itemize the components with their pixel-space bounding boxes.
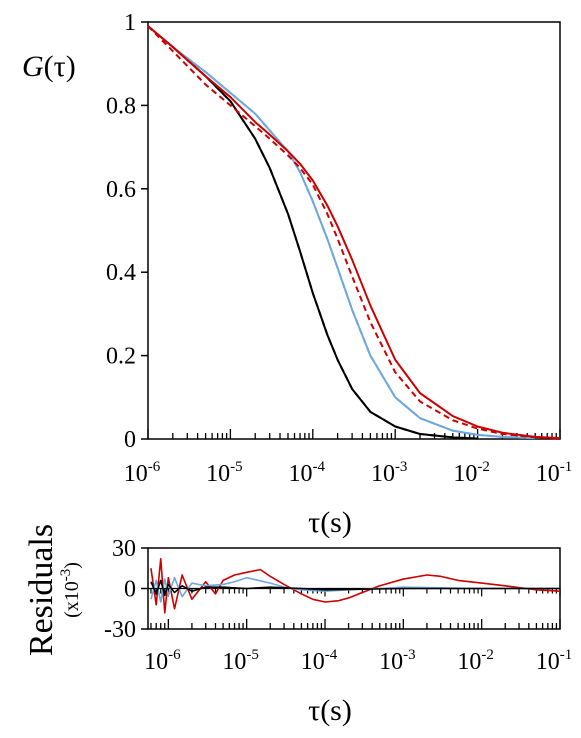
x-tick-label: 10-6 xyxy=(124,459,161,487)
x-tick-label: 10-2 xyxy=(457,647,494,675)
y-tick-label: 0.6 xyxy=(106,177,136,203)
x-tick-base: 10 xyxy=(206,461,230,487)
main-x-axis-title: τ(s) xyxy=(308,506,352,539)
series-line-3 xyxy=(147,25,536,440)
y-tick-label: 0.8 xyxy=(106,93,136,119)
x-tick-label: 10-4 xyxy=(301,647,338,675)
y-tick-label: 1 xyxy=(124,10,136,36)
x-tick-base: 10 xyxy=(453,461,477,487)
residuals-unit-base: (x10 xyxy=(61,581,83,618)
series-line-2 xyxy=(150,579,560,597)
x-tick-exp: -2 xyxy=(481,647,494,663)
x-tick-base: 10 xyxy=(222,649,246,675)
x-tick-label: 10-3 xyxy=(371,459,408,487)
residuals-unit-exp: -3 xyxy=(58,569,74,582)
x-tick-exp: -5 xyxy=(246,647,259,663)
series-line-1 xyxy=(147,25,478,440)
y-tick-label: 0 xyxy=(124,427,136,453)
x-tick-label: 10-5 xyxy=(206,459,243,487)
main-panel: G(τ) 00.20.40.60.81 10-6 10-5 10-4 10-3 10-2… xyxy=(22,10,572,539)
x-tick-exp: -6 xyxy=(148,459,161,475)
residuals-x-ticks: 10-6 10-5 10-4 10-3 10-2 10-1 xyxy=(144,588,573,675)
x-tick-exp: -5 xyxy=(230,459,243,475)
x-tick-exp: -2 xyxy=(477,459,490,475)
x-tick-base: 10 xyxy=(457,649,481,675)
x-tick-base: 10 xyxy=(301,649,325,675)
main-plot-frame xyxy=(147,21,561,440)
series-line-0 xyxy=(147,25,478,440)
y-tick-label: 0.2 xyxy=(106,344,136,370)
y-tick-label: -30 xyxy=(104,617,136,643)
x-tick-exp: -4 xyxy=(313,459,326,475)
main-y-ticks: 0 0.2 0.4 0.6 0.8 1 xyxy=(106,10,148,453)
x-tick-label: 10-3 xyxy=(379,647,416,675)
x-tick-label: 10-4 xyxy=(289,459,326,487)
y-tick-label: 30 xyxy=(112,536,136,562)
series-line-2 xyxy=(147,25,536,440)
main-y-axis-title-italic: G xyxy=(22,50,44,83)
x-tick-base: 10 xyxy=(371,461,395,487)
x-tick-label: 10-1 xyxy=(536,647,573,675)
x-tick-exp: -4 xyxy=(325,647,338,663)
x-tick-exp: -1 xyxy=(560,647,573,663)
residuals-unit-close: ) xyxy=(61,562,83,569)
x-tick-label: 10-5 xyxy=(222,647,259,675)
main-y-axis-title-rest: (τ) xyxy=(44,50,76,83)
y-tick-label: 0.4 xyxy=(106,260,136,286)
x-tick-base: 10 xyxy=(536,649,560,675)
x-tick-exp: -3 xyxy=(403,647,416,663)
x-tick-base: 10 xyxy=(289,461,313,487)
residuals-x-axis-title: τ(s) xyxy=(308,694,352,727)
x-tick-base: 10 xyxy=(536,461,560,487)
series-line-5 xyxy=(147,25,561,440)
main-series-group xyxy=(147,25,561,440)
x-tick-base: 10 xyxy=(379,649,403,675)
residuals-y-axis-title: Residuals xyxy=(23,524,60,656)
residuals-y-ticks: -30 0 30 xyxy=(104,536,148,643)
main-x-ticks: 10-6 10-5 10-4 10-3 10-2 10-1 xyxy=(124,429,573,487)
x-tick-exp: -6 xyxy=(168,647,181,663)
x-tick-label: 10-6 xyxy=(144,647,181,675)
x-tick-exp: -1 xyxy=(560,459,573,475)
series-line-0 xyxy=(150,557,561,614)
series-line-4 xyxy=(147,25,561,440)
x-tick-base: 10 xyxy=(124,461,148,487)
x-tick-base: 10 xyxy=(144,649,168,675)
y-tick-label: 0 xyxy=(124,577,136,603)
residuals-y-axis-unit: (x10-3) xyxy=(58,562,83,618)
x-tick-label: 10-2 xyxy=(453,459,490,487)
x-tick-exp: -3 xyxy=(395,459,408,475)
residuals-series-group xyxy=(148,557,561,614)
x-tick-label: 10-1 xyxy=(536,459,573,487)
main-y-axis-title: G(τ) xyxy=(22,50,76,83)
